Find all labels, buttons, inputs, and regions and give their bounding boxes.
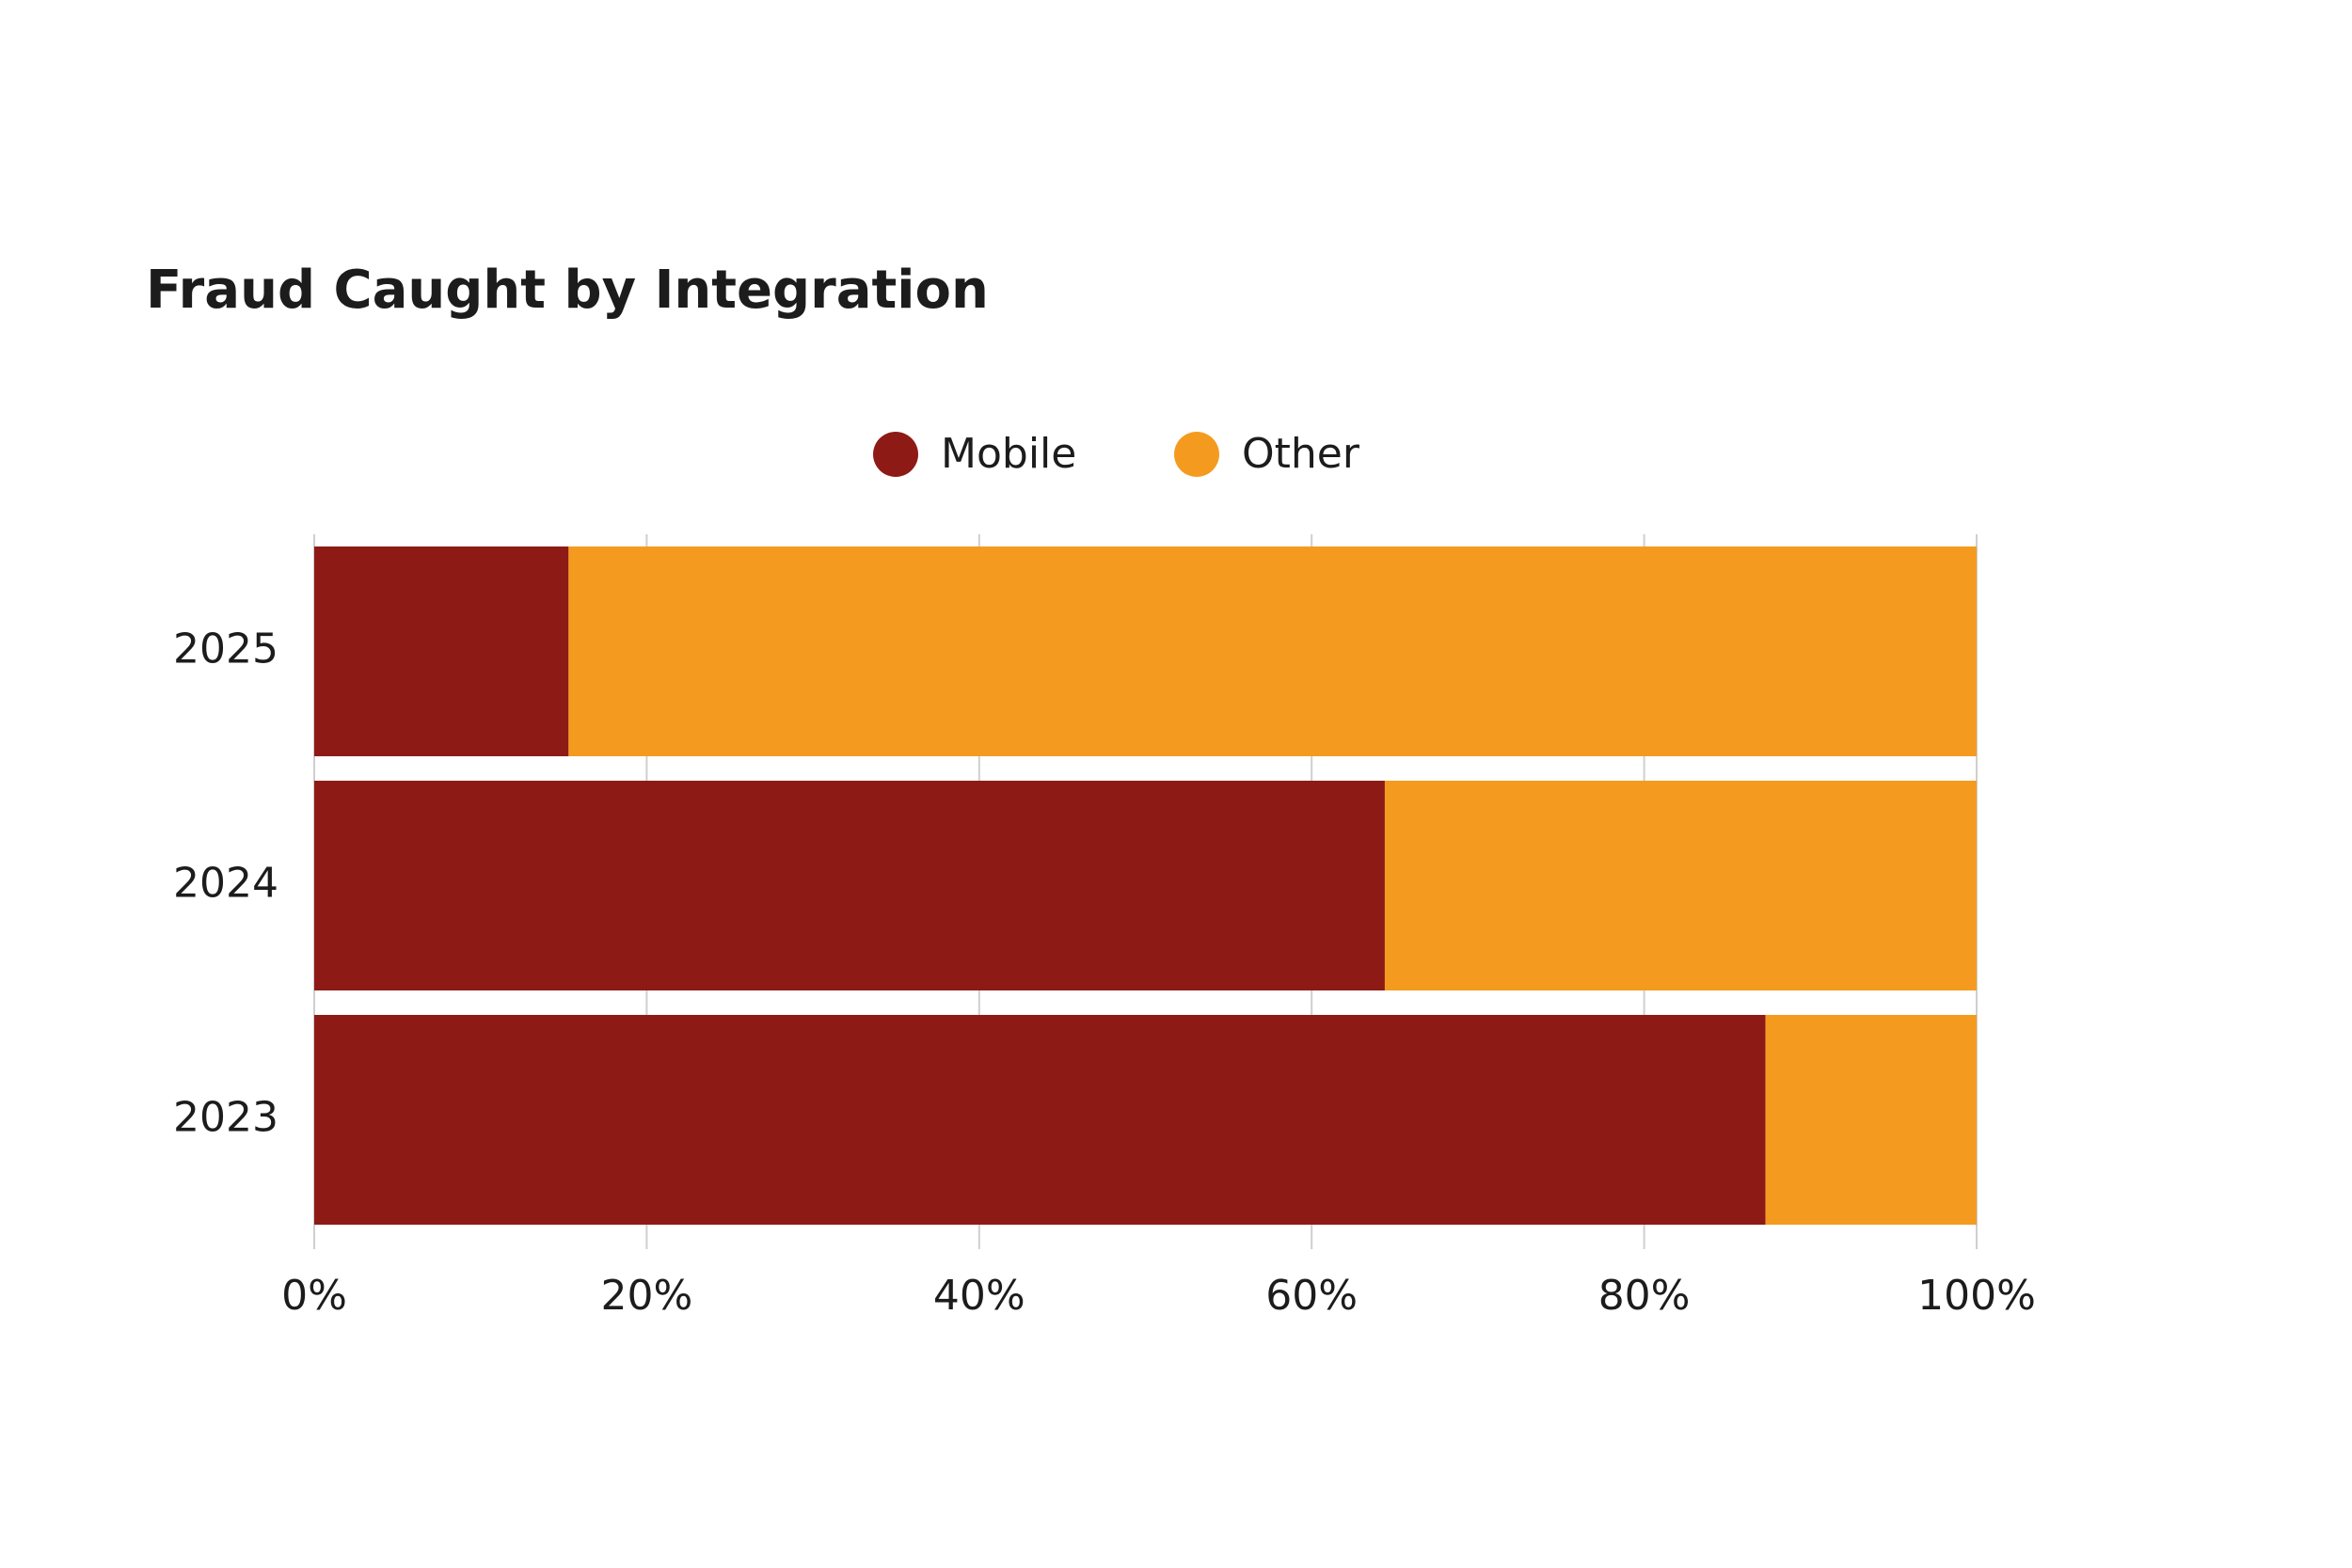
x-tick-label: 80%	[1598, 1272, 1691, 1320]
x-tick-label: 40%	[933, 1272, 1025, 1320]
bar-segment	[314, 546, 569, 756]
chart-title: Fraud Caught by Integration	[146, 260, 989, 321]
bar-segment	[314, 1015, 1766, 1225]
x-tick-label: 20%	[601, 1272, 693, 1320]
bar-segment	[1765, 1015, 1977, 1225]
y-tick-label: 2024	[173, 860, 278, 908]
x-tick-label: 0%	[281, 1272, 347, 1320]
legend-swatch	[1174, 432, 1219, 477]
bar-segment	[1384, 781, 1977, 990]
x-tick-label: 60%	[1265, 1272, 1358, 1320]
legend-swatch	[873, 432, 918, 477]
y-tick-label: 2025	[173, 626, 278, 673]
y-tick-label: 2023	[173, 1094, 278, 1142]
x-tick-label: 100%	[1917, 1272, 2036, 1320]
bar-segment	[314, 781, 1385, 990]
legend-label: Mobile	[941, 430, 1076, 478]
bar-segment	[568, 546, 1977, 756]
legend-label: Other	[1242, 430, 1360, 478]
